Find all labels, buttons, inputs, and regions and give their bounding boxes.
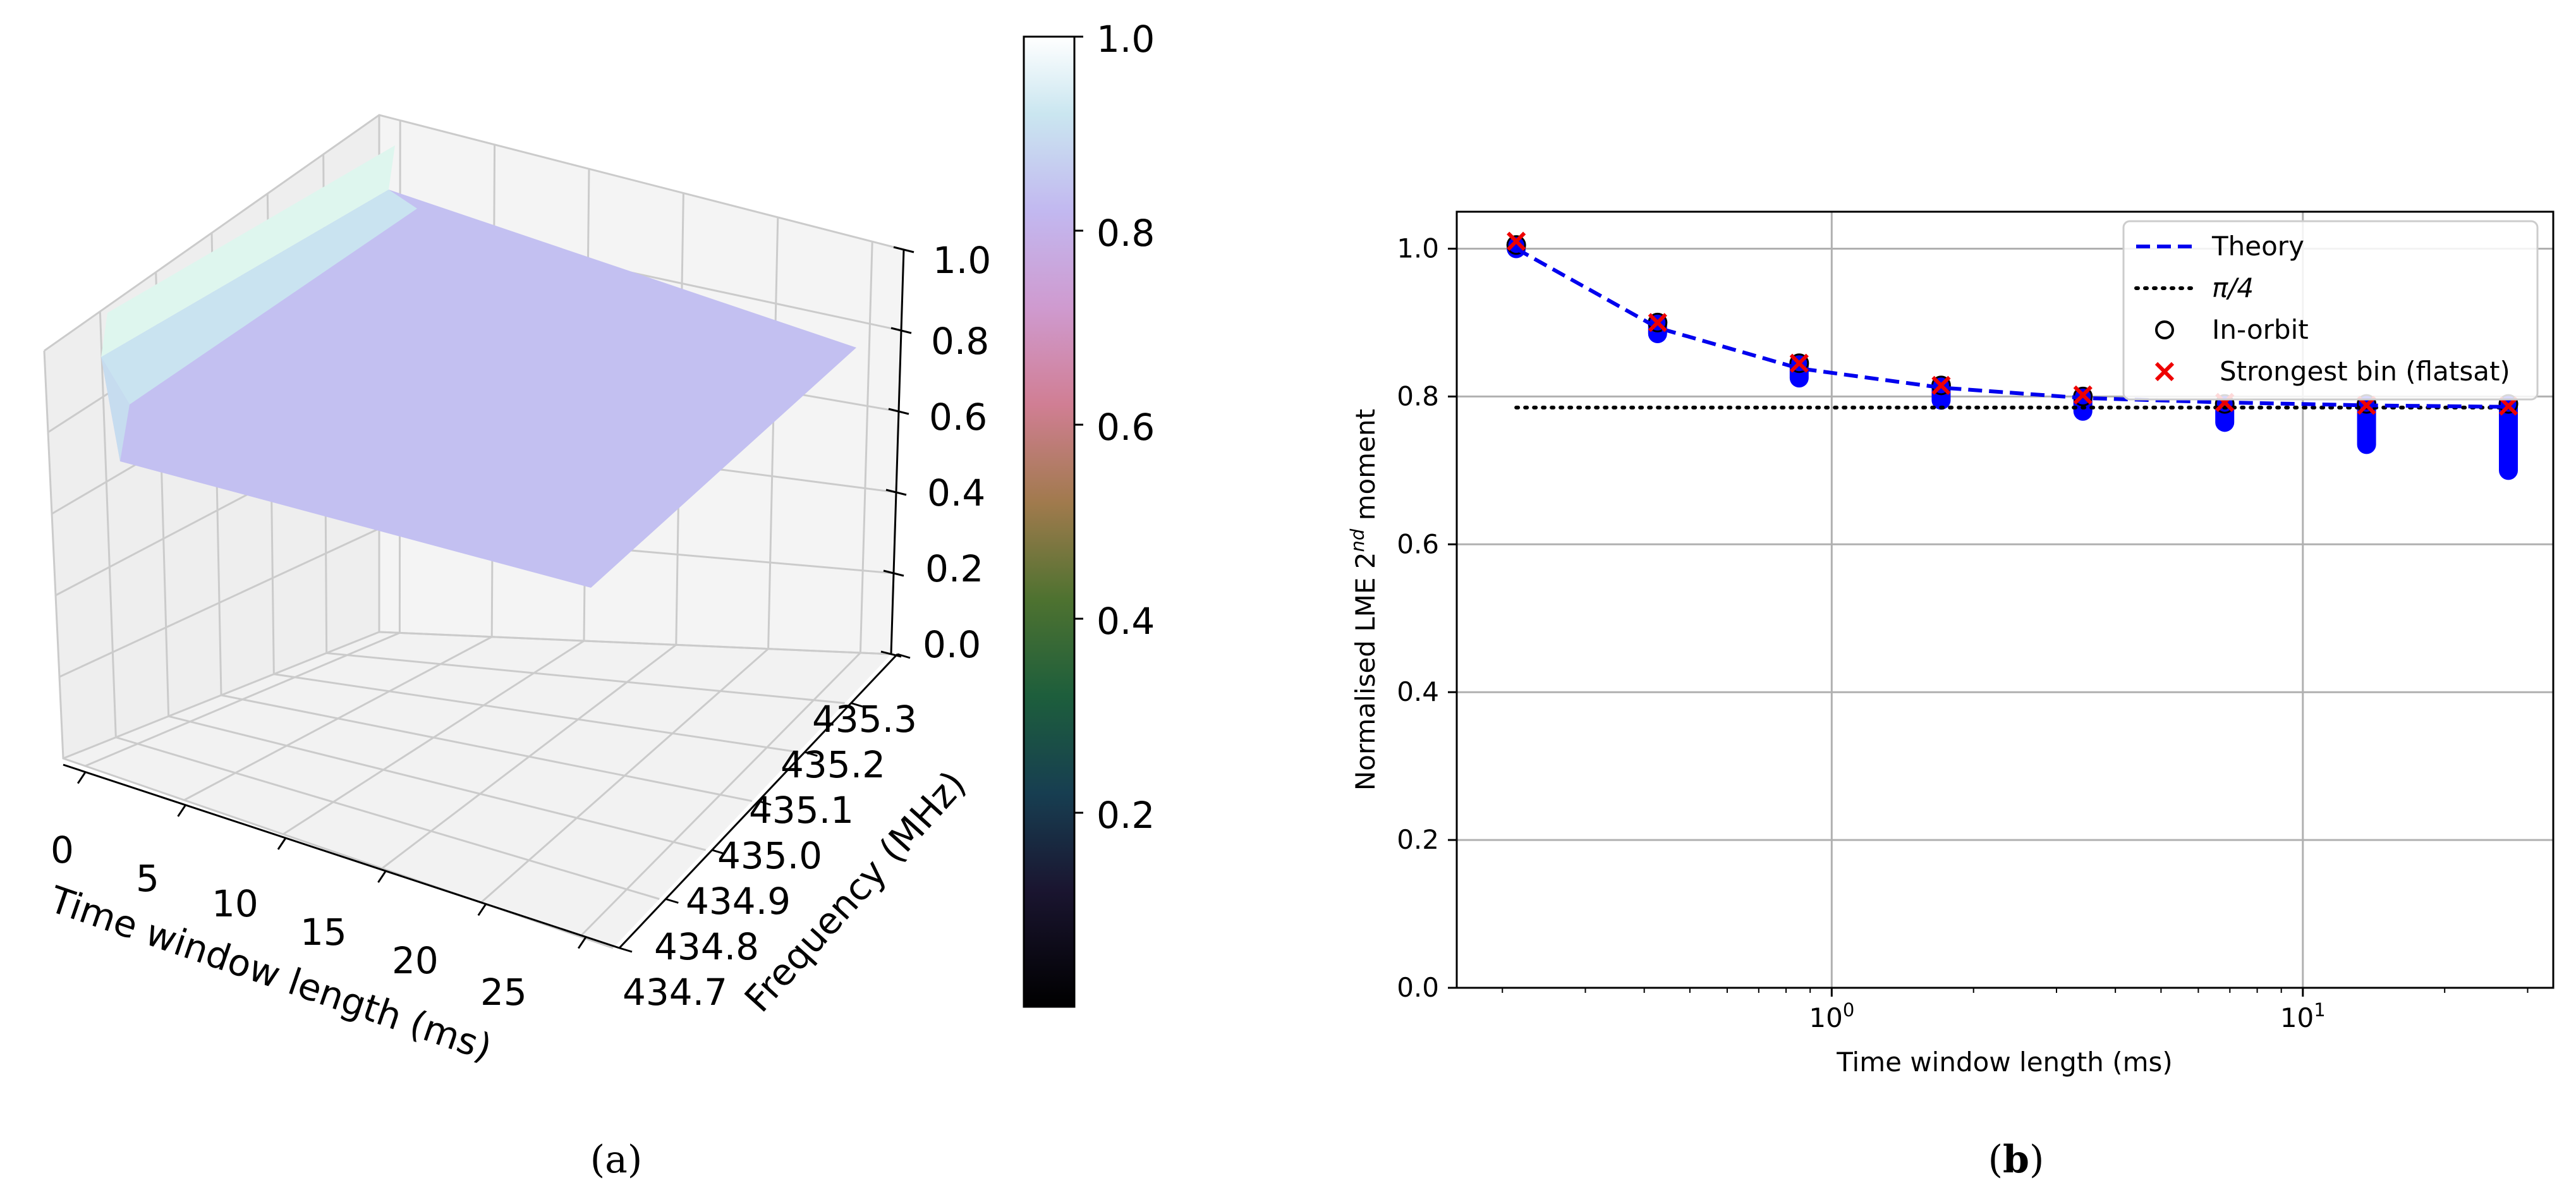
y-tick-marks xyxy=(619,653,911,953)
legend-inorbit-label: In-orbit xyxy=(2212,314,2309,345)
x-tick-marks xyxy=(76,771,587,949)
colorbar-tick-0: 0.2 xyxy=(1097,794,1155,837)
x-tick-0: 0 xyxy=(51,829,74,872)
legend-flatsat-label: Strongest bin (flatsat) xyxy=(2220,356,2510,387)
x-tick-mark xyxy=(76,771,87,784)
y-tick-label: 1.0 xyxy=(1397,233,1439,264)
z-tick-5: 1.0 xyxy=(933,239,991,282)
x-tick-1: 5 xyxy=(136,857,159,900)
legend-flatsat-marker xyxy=(2154,362,2175,382)
x-tick-mark xyxy=(277,837,287,850)
y-tick-mark xyxy=(665,898,679,904)
floor-pane xyxy=(63,632,891,948)
z-tick-3: 0.6 xyxy=(929,396,987,439)
x-axis-line xyxy=(63,763,620,949)
x-tick-mark xyxy=(477,903,487,916)
legend-pi4-label: π/4 xyxy=(2212,272,2254,303)
x-tick-mark xyxy=(177,804,186,817)
tick-marks: 0.0 0.2 0.4 0.6 0.8 1.0 100 101 xyxy=(1397,233,2529,1033)
x-tick-label: 101 xyxy=(2280,999,2326,1033)
caption-b: (b) xyxy=(1988,1138,2044,1182)
x-tick-5: 25 xyxy=(480,971,527,1014)
y-tick-mark xyxy=(758,800,772,806)
z-tick-0: 0.0 xyxy=(923,623,981,666)
z-tick-2: 0.4 xyxy=(927,471,985,514)
x-gridline xyxy=(579,241,873,938)
colorbar-tick-3: 0.8 xyxy=(1097,212,1155,255)
legend: Theory π/4 In-orbit Strongest bin (flats… xyxy=(2122,220,2539,401)
x-tick-4: 20 xyxy=(392,939,439,982)
y-tick-4: 435.1 xyxy=(749,789,854,832)
y-tick-label: 0.0 xyxy=(1397,972,1439,1003)
legend-box xyxy=(2122,220,2539,401)
y-tick-mark xyxy=(851,702,865,708)
y-tick-mark xyxy=(712,849,726,855)
x-tick-mark xyxy=(377,870,387,884)
panel-a: 0.0 0.2 0.4 0.6 0.8 1.0 0 5 10 15 20 25 … xyxy=(43,18,1155,1182)
y-tick-mark xyxy=(619,947,633,953)
caption-a: (a) xyxy=(590,1138,643,1182)
inorbit-point-outline xyxy=(1789,353,1809,374)
flatsat-point xyxy=(1507,231,1526,251)
colorbar-tick-1: 0.4 xyxy=(1097,600,1155,643)
surface-slope xyxy=(101,190,417,404)
x-tick-3: 15 xyxy=(300,911,347,954)
x-tick-label: 100 xyxy=(1809,999,1854,1033)
colorbar xyxy=(1023,35,1076,1008)
y-tick-mark xyxy=(897,653,911,659)
colorbar-tick-4: 1.0 xyxy=(1097,18,1155,61)
x-tick-mark xyxy=(577,936,587,949)
x-tick-2: 10 xyxy=(212,882,258,925)
y-gridline xyxy=(99,311,660,900)
z-tick-mark xyxy=(880,650,902,658)
z-tick-mark xyxy=(893,246,914,253)
y-tick-0: 434.7 xyxy=(623,971,727,1014)
flatsat-point xyxy=(2073,385,2093,405)
panel-b: 0.0 0.2 0.4 0.6 0.8 1.0 100 101 Time window len… xyxy=(1347,210,2555,1182)
z-tick-mark xyxy=(888,408,909,415)
flatsat-point xyxy=(1789,353,1809,373)
flatsat-point xyxy=(1931,375,1951,395)
colorbar-tick-marks xyxy=(1074,35,1083,814)
theory-line xyxy=(1515,246,2509,409)
surface-ridge xyxy=(101,145,395,357)
flatsat-point xyxy=(1648,313,1667,332)
z-tick-marks xyxy=(880,246,914,658)
pane-gridlines xyxy=(43,114,904,949)
surface-front-edge xyxy=(101,357,130,461)
y-tick-1: 434.8 xyxy=(654,925,759,968)
y-tick-label: 0.2 xyxy=(1397,824,1439,855)
flatsat-point xyxy=(2498,396,2518,416)
z-tick-4: 0.8 xyxy=(931,320,989,363)
legend-inorbit-marker xyxy=(2155,320,2174,339)
z-tick-1: 0.2 xyxy=(925,547,983,590)
y-tick-label: 0.8 xyxy=(1397,380,1439,411)
axes-frame xyxy=(1455,210,2555,989)
y-tick-mark xyxy=(804,751,818,757)
y-tick-6: 435.3 xyxy=(812,698,917,741)
legend-theory-label: Theory xyxy=(2211,231,2304,262)
y-tick-label: 0.6 xyxy=(1397,528,1439,559)
x-axis-label: Time window length (ms) xyxy=(1836,1047,2173,1078)
z-tick-mark xyxy=(890,327,912,334)
colorbar-tick-2: 0.6 xyxy=(1097,406,1155,449)
z-axis-line xyxy=(890,249,905,655)
y-tick-label: 0.4 xyxy=(1397,676,1439,707)
y-tick-5: 435.2 xyxy=(781,743,885,786)
y-tick-2: 434.9 xyxy=(686,880,791,923)
z-tick-mark xyxy=(885,489,907,496)
y-tick-3: 435.0 xyxy=(717,834,822,877)
inorbit-point-outline xyxy=(1506,235,1526,255)
z-tick-mark xyxy=(883,569,904,577)
surface-plot xyxy=(101,145,856,588)
y-axis-label: Normalised LME 2nd moment xyxy=(1347,409,1381,791)
